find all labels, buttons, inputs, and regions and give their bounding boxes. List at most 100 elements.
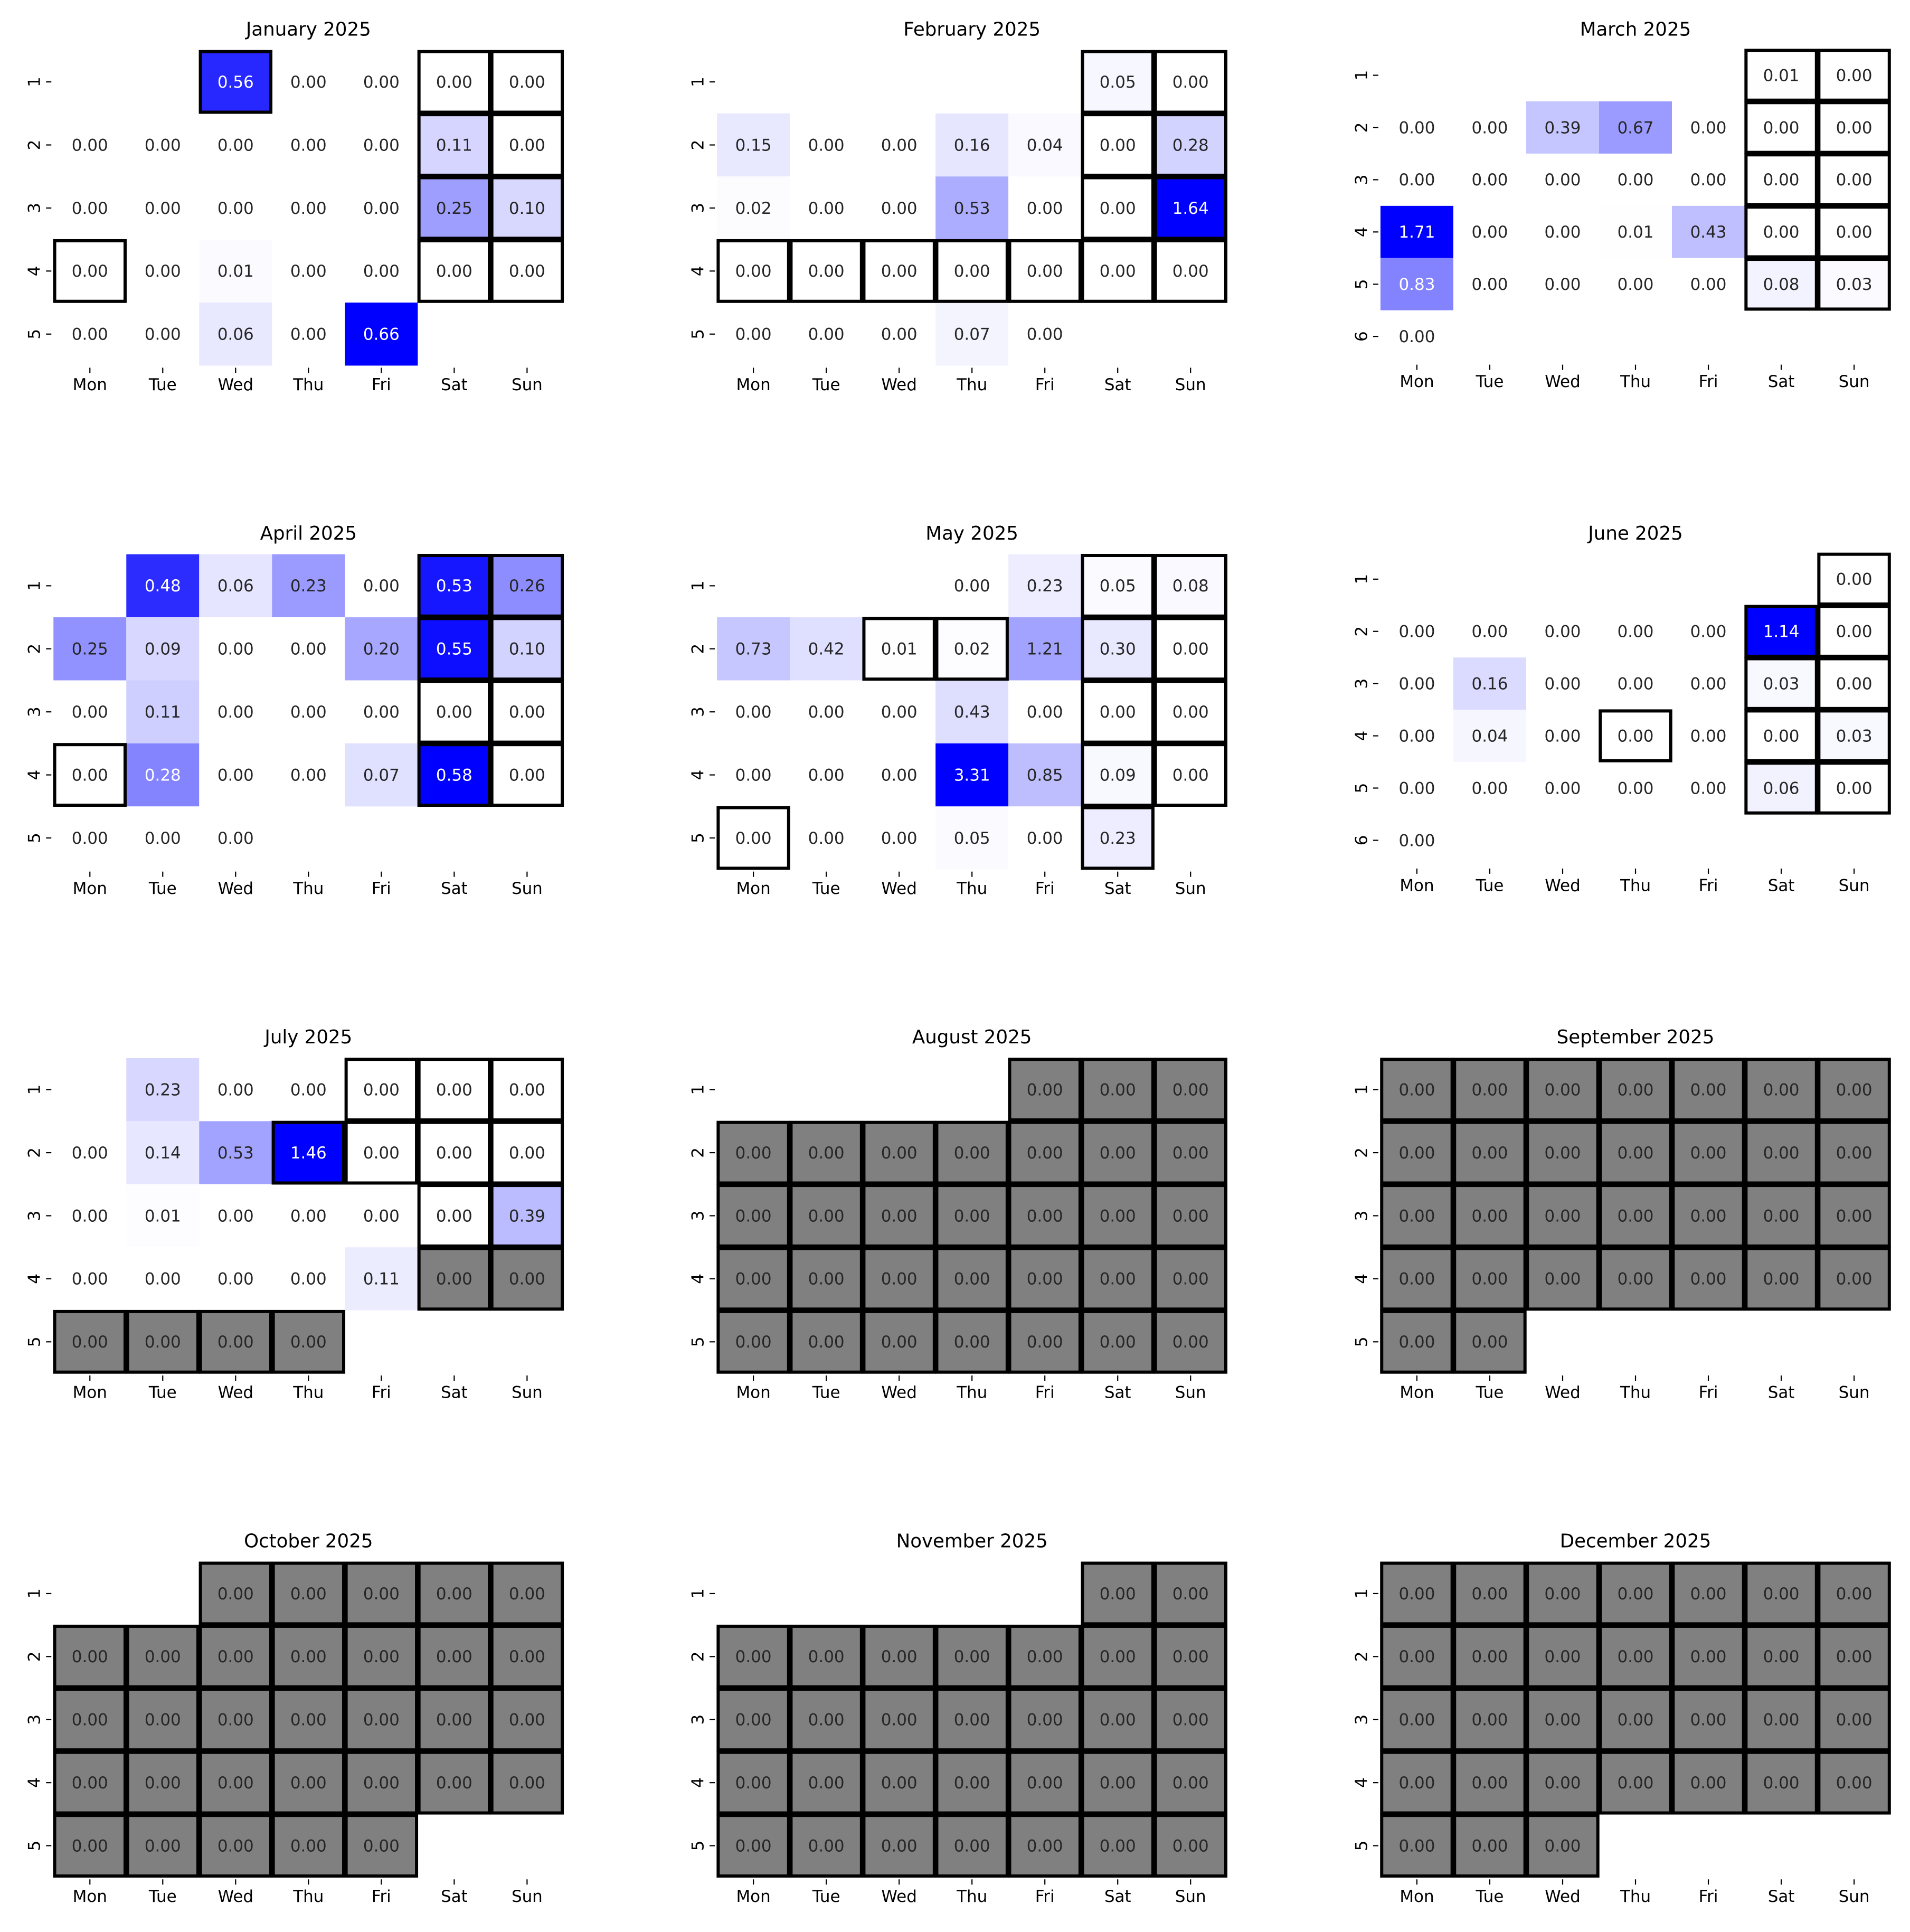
day-cell xyxy=(1008,743,1082,807)
day-cell xyxy=(345,50,418,114)
day-value-label: 0.00 xyxy=(954,1144,990,1163)
day-value-label: 0.00 xyxy=(1618,1711,1654,1730)
day-cell-outline xyxy=(1153,1120,1227,1185)
day-cell xyxy=(272,680,345,743)
day-cell-outline xyxy=(198,1309,273,1374)
day-cell xyxy=(1154,1562,1227,1625)
day-cell-outline xyxy=(490,1247,564,1311)
day-cell xyxy=(1008,176,1082,240)
day-cell xyxy=(345,554,418,618)
day-cell xyxy=(1008,680,1082,743)
day-cell-outline xyxy=(490,680,564,744)
day-cell xyxy=(1154,50,1227,114)
day-value-label: 0.16 xyxy=(1472,675,1508,694)
month-panel: July 2025 0.23 0.00 0.00 0.00 0.00 0.00 0.00 0.1… xyxy=(25,1026,564,1402)
day-value-label: 0.00 xyxy=(218,703,254,722)
day-cell xyxy=(199,1121,272,1184)
day-cell xyxy=(272,1625,345,1689)
day-value-label: 0.00 xyxy=(509,1081,545,1100)
day-cell-outline xyxy=(1744,49,1818,102)
day-cell xyxy=(1081,617,1155,681)
day-cell-outline xyxy=(1081,113,1155,177)
day-cell xyxy=(790,680,863,743)
day-cell-outline xyxy=(716,1309,790,1374)
day-cell-outline xyxy=(1817,205,1891,259)
day-value-label: 0.00 xyxy=(145,325,181,344)
day-value-label: 0.08 xyxy=(1173,577,1209,596)
day-cell-outline xyxy=(1380,1120,1454,1185)
day-cell xyxy=(53,1688,127,1751)
day-cell xyxy=(1154,113,1227,177)
day-cell xyxy=(1380,1751,1453,1814)
day-value-label: 0.11 xyxy=(363,1270,400,1289)
day-value-label: 0.10 xyxy=(509,640,545,659)
day-cell xyxy=(1453,1751,1526,1814)
day-value-label: 0.00 xyxy=(1399,1836,1435,1855)
day-value-label: 0.00 xyxy=(1545,1711,1581,1730)
day-value-label: 0.00 xyxy=(808,1144,845,1163)
day-cell xyxy=(199,1625,272,1689)
day-value-label: 0.05 xyxy=(954,829,990,848)
day-value-label: 0.25 xyxy=(72,640,108,659)
day-cell xyxy=(1081,1688,1155,1751)
day-cell-outline xyxy=(1081,554,1155,618)
day-cell xyxy=(126,113,200,177)
month-panel: June 2025 0.00 0.00 0.00 0.00 0.00 0.00 1.14 0.0… xyxy=(1352,523,1891,895)
week-tick-label: 1 xyxy=(1352,574,1371,585)
day-cell xyxy=(935,239,1009,303)
day-value-label: 0.28 xyxy=(145,766,181,785)
day-value-label: 0.00 xyxy=(72,1711,108,1730)
day-value-label: 0.09 xyxy=(1100,766,1136,785)
day-value-label: 0.00 xyxy=(509,262,545,281)
day-cell-outline xyxy=(1671,1624,1745,1689)
day-cell xyxy=(1380,1310,1453,1373)
day-value-label: 0.00 xyxy=(1763,1207,1800,1226)
day-value-label: 0.00 xyxy=(808,262,845,281)
day-value-label: 0.00 xyxy=(735,1836,772,1855)
day-cell-outline xyxy=(935,1688,1009,1752)
day-cell-outline xyxy=(862,1750,936,1815)
day-cell-outline xyxy=(490,1120,564,1185)
day-cell-outline xyxy=(1153,1247,1227,1311)
day-cell-outline xyxy=(1008,1120,1082,1185)
day-cell xyxy=(1818,1625,1891,1689)
day-cell xyxy=(1380,1058,1453,1121)
day-value-label: 0.00 xyxy=(1836,623,1873,642)
day-value-label: 0.00 xyxy=(1545,727,1581,746)
day-cell xyxy=(272,1688,345,1751)
day-cell xyxy=(935,1121,1009,1184)
day-cell xyxy=(1154,239,1227,303)
day-value-label: 0.00 xyxy=(72,1774,108,1793)
day-cell-outline xyxy=(1599,1184,1672,1248)
day-cell xyxy=(126,743,200,807)
day-cell xyxy=(717,743,790,807)
month-panel: December 2025 0.00 0.00 0.00 0.00 0.00 0.00 0.0… xyxy=(1352,1530,1891,1906)
day-cell xyxy=(1526,1562,1600,1625)
day-cell xyxy=(418,1625,491,1689)
day-value-label: 0.00 xyxy=(218,1711,254,1730)
weekday-tick-label: Sun xyxy=(1839,1887,1870,1906)
day-value-label: 1.71 xyxy=(1399,223,1435,242)
day-cell xyxy=(1380,1121,1453,1184)
day-value-label: 0.00 xyxy=(1545,623,1581,642)
day-value-label: 0.07 xyxy=(363,766,400,785)
day-cell-outline xyxy=(1744,1058,1818,1122)
day-cell xyxy=(418,617,491,681)
weekday-tick-label: Thu xyxy=(292,375,324,394)
day-value-label: 0.00 xyxy=(1690,1647,1727,1666)
day-cell-outline xyxy=(1153,176,1227,240)
day-cell xyxy=(53,176,127,240)
day-cell xyxy=(418,1562,491,1625)
day-value-label: 0.00 xyxy=(1399,1585,1435,1604)
day-cell xyxy=(1526,1688,1600,1751)
day-value-label: 0.00 xyxy=(881,1207,918,1226)
day-cell xyxy=(199,554,272,618)
day-cell xyxy=(126,1184,200,1248)
day-cell-outline xyxy=(1153,50,1227,114)
day-cell xyxy=(790,176,863,240)
day-cell-outline xyxy=(1153,1688,1227,1752)
day-cell xyxy=(1154,1247,1227,1311)
day-cell xyxy=(199,680,272,743)
day-cell-outline xyxy=(935,1814,1009,1878)
day-cell xyxy=(1599,258,1672,310)
